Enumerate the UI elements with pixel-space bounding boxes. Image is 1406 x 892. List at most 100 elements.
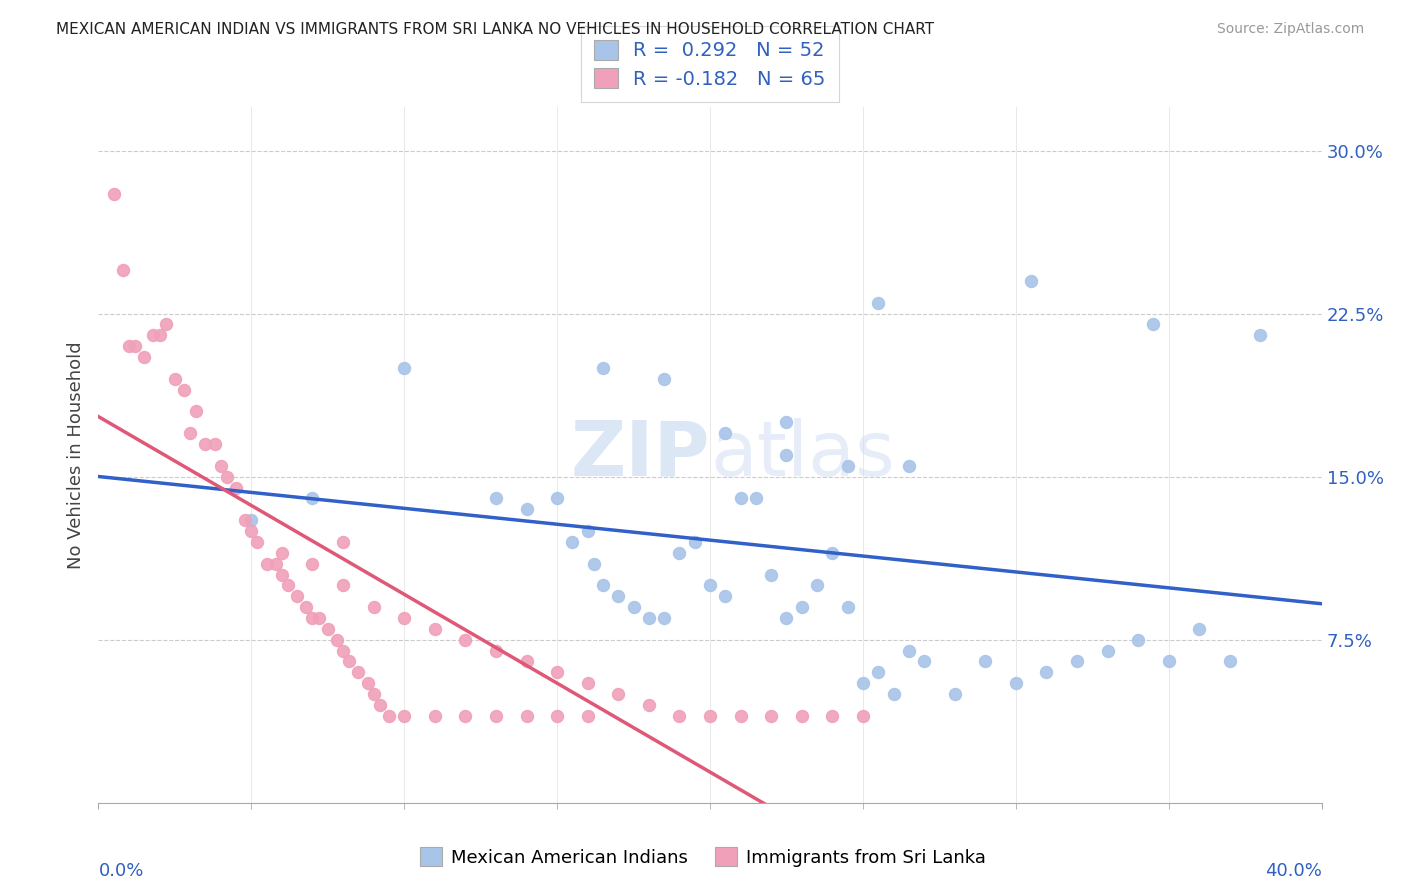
- Text: 0.0%: 0.0%: [98, 862, 143, 880]
- Point: [270, 546, 292, 560]
- Point: [699, 578, 721, 592]
- Point: [194, 437, 217, 451]
- Point: [897, 458, 920, 473]
- Point: [149, 328, 172, 343]
- Point: [392, 611, 416, 625]
- Point: [852, 708, 875, 723]
- Point: [301, 557, 323, 571]
- Point: [142, 328, 165, 343]
- Point: [821, 546, 844, 560]
- Point: [347, 665, 370, 680]
- Point: [301, 491, 323, 506]
- Point: [155, 318, 177, 332]
- Point: [868, 665, 890, 680]
- Point: [775, 448, 797, 462]
- Point: [821, 708, 844, 723]
- Point: [173, 383, 195, 397]
- Point: [118, 339, 141, 353]
- Point: [546, 708, 568, 723]
- Point: [179, 426, 201, 441]
- Point: [225, 481, 247, 495]
- Point: [332, 535, 354, 549]
- Legend: R =  0.292   N = 52, R = -0.182   N = 65: R = 0.292 N = 52, R = -0.182 N = 65: [581, 26, 839, 103]
- Point: [240, 524, 263, 538]
- Point: [1066, 655, 1088, 669]
- Point: [423, 622, 446, 636]
- Point: [912, 655, 935, 669]
- Point: [576, 676, 599, 690]
- Point: [714, 426, 737, 441]
- Point: [623, 600, 645, 615]
- Point: [790, 600, 813, 615]
- Point: [454, 708, 477, 723]
- Point: [790, 708, 813, 723]
- Text: Source: ZipAtlas.com: Source: ZipAtlas.com: [1216, 22, 1364, 37]
- Point: [423, 708, 446, 723]
- Point: [204, 437, 226, 451]
- Point: [1249, 328, 1271, 343]
- Point: [516, 708, 538, 723]
- Point: [683, 535, 706, 549]
- Point: [652, 372, 675, 386]
- Point: [592, 578, 614, 592]
- Point: [316, 622, 339, 636]
- Point: [561, 535, 583, 549]
- Point: [516, 655, 538, 669]
- Point: [576, 524, 599, 538]
- Point: [730, 708, 752, 723]
- Point: [637, 698, 661, 712]
- Point: [775, 611, 797, 625]
- Point: [745, 491, 768, 506]
- Point: [607, 687, 630, 701]
- Point: [233, 513, 256, 527]
- Point: [592, 360, 614, 375]
- Point: [943, 687, 966, 701]
- Point: [1157, 655, 1180, 669]
- Text: atlas: atlas: [710, 418, 894, 491]
- Point: [134, 350, 156, 364]
- Point: [607, 589, 630, 603]
- Point: [668, 708, 690, 723]
- Point: [163, 372, 186, 386]
- Point: [1128, 632, 1150, 647]
- Point: [295, 600, 318, 615]
- Point: [759, 708, 782, 723]
- Point: [103, 186, 125, 201]
- Point: [256, 557, 278, 571]
- Point: [516, 502, 538, 516]
- Point: [868, 295, 890, 310]
- Point: [332, 578, 354, 592]
- Point: [301, 611, 323, 625]
- Point: [485, 643, 508, 657]
- Point: [1142, 318, 1164, 332]
- Point: [277, 578, 299, 592]
- Point: [974, 655, 997, 669]
- Point: [454, 632, 477, 647]
- Point: [485, 708, 508, 723]
- Point: [1019, 274, 1042, 288]
- Point: [1035, 665, 1057, 680]
- Point: [240, 513, 263, 527]
- Point: [368, 698, 391, 712]
- Point: [1097, 643, 1119, 657]
- Point: [1219, 655, 1241, 669]
- Point: [759, 567, 782, 582]
- Point: [714, 589, 737, 603]
- Point: [652, 611, 675, 625]
- Text: ZIP: ZIP: [571, 418, 710, 491]
- Legend: Mexican American Indians, Immigrants from Sri Lanka: Mexican American Indians, Immigrants fro…: [413, 840, 993, 874]
- Point: [246, 535, 269, 549]
- Point: [326, 632, 349, 647]
- Point: [392, 360, 416, 375]
- Point: [883, 687, 905, 701]
- Point: [308, 611, 330, 625]
- Point: [392, 708, 416, 723]
- Point: [332, 643, 354, 657]
- Point: [546, 665, 568, 680]
- Point: [637, 611, 661, 625]
- Point: [897, 643, 920, 657]
- Point: [186, 404, 208, 418]
- Point: [485, 491, 508, 506]
- Point: [285, 589, 308, 603]
- Point: [270, 567, 292, 582]
